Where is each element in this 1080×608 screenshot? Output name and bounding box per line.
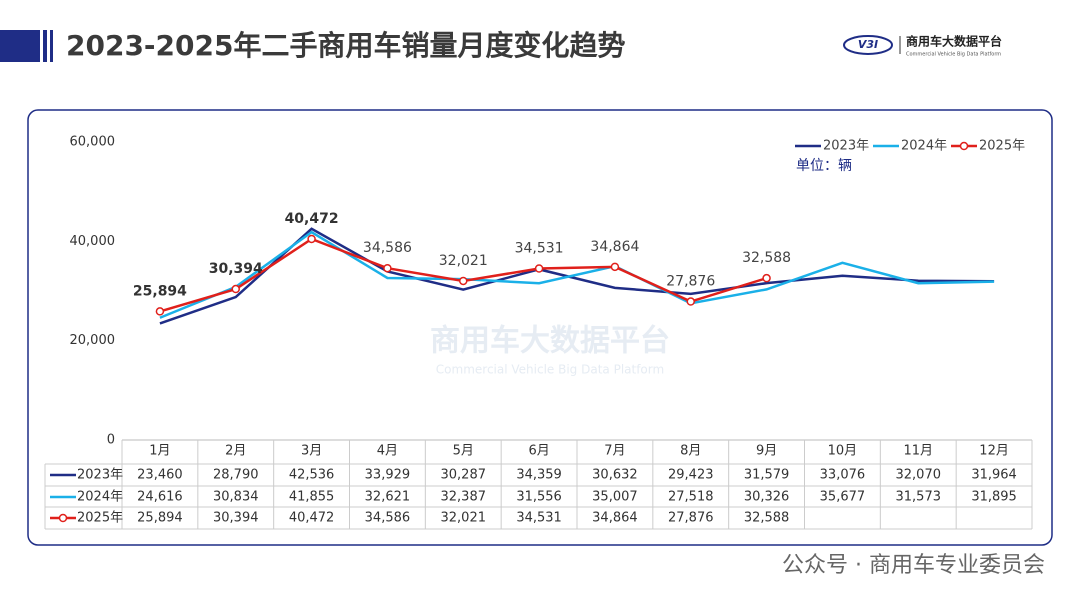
x-tick-label: 1月 [149, 444, 170, 459]
data-label: 34,586 [363, 240, 412, 256]
header-bar [43, 30, 47, 62]
point-marker [534, 264, 544, 273]
table-cell: 32,621 [365, 490, 411, 505]
table-cell: 23,460 [137, 468, 183, 483]
logo-name: 商用车大数据平台 [906, 34, 1002, 49]
footer: 公众号 · 商用车专业委员会 [782, 553, 1045, 578]
y-tick-label: 60,000 [70, 135, 116, 150]
table-cell: 30,326 [744, 490, 790, 505]
x-tick-label: 11月 [903, 444, 933, 459]
x-tick-label: 10月 [828, 444, 858, 459]
table-cell: 34,864 [592, 511, 638, 526]
table-cell: 30,834 [213, 490, 259, 505]
watermark-sub: Commercial Vehicle Big Data Platform [436, 363, 664, 377]
table-cell: 29,423 [668, 468, 714, 483]
table-cell: 35,007 [592, 490, 638, 505]
logo-mark: V3I [858, 38, 878, 51]
table-series-name: 2025年 [77, 511, 123, 526]
table-cell: 34,531 [516, 511, 562, 526]
table-cell: 31,895 [971, 490, 1017, 505]
table-series-name: 2024年 [77, 490, 123, 505]
table-legend-marker [58, 513, 68, 523]
data-label: 32,021 [439, 253, 488, 269]
point-marker [459, 276, 468, 286]
y-tick-label: 20,000 [70, 333, 116, 348]
x-tick-label: 9月 [756, 444, 777, 459]
table-cell: 34,586 [365, 511, 411, 526]
data-label: 30,394 [209, 261, 263, 277]
table-cell: 27,518 [668, 490, 714, 505]
x-tick-label: 6月 [528, 444, 549, 459]
table-cell: 24,616 [137, 490, 183, 505]
logo-icon [843, 35, 893, 55]
unit-label: 单位：辆 [796, 158, 852, 174]
table-cell: 30,394 [213, 511, 259, 526]
data-label: 40,472 [285, 211, 339, 227]
table-cell: 31,579 [744, 468, 790, 483]
legend-label: 2025年 [979, 139, 1025, 154]
table-cell: 25,894 [137, 511, 183, 526]
data-label: 34,531 [515, 240, 564, 256]
table-cell: 32,021 [441, 511, 487, 526]
table-cell: 32,387 [441, 490, 487, 505]
table-cell: 42,536 [289, 468, 335, 483]
data-label: 34,864 [590, 239, 639, 255]
x-tick-label: 5月 [453, 444, 474, 459]
header-bar [50, 30, 53, 62]
table-cell: 32,588 [744, 511, 790, 526]
table-cell: 31,573 [896, 490, 942, 505]
table-cell: 35,677 [820, 490, 866, 505]
point-marker [383, 263, 392, 273]
data-label: 32,588 [742, 250, 791, 266]
table-cell: 32,070 [896, 468, 942, 483]
y-tick-label: 0 [107, 433, 115, 448]
watermark: 商用车大数据平台 [430, 324, 670, 359]
x-tick-label: 7月 [604, 444, 625, 459]
y-tick-label: 40,000 [70, 234, 116, 249]
table-cell: 28,790 [213, 468, 259, 483]
x-tick-label: 8月 [680, 444, 701, 459]
table-cell: 31,556 [516, 490, 562, 505]
point-marker [155, 307, 165, 316]
table-cell: 30,287 [441, 468, 487, 483]
table-cell: 31,964 [971, 468, 1017, 483]
table-cell: 40,472 [289, 511, 335, 526]
point-marker [307, 234, 316, 244]
point-marker [762, 273, 771, 283]
table-cell: 34,359 [516, 468, 562, 483]
table-cell: 41,855 [289, 490, 335, 505]
x-tick-label: 2月 [225, 444, 246, 459]
table-cell: 27,876 [668, 511, 714, 526]
header-bar [0, 30, 40, 62]
x-tick-label: 3月 [301, 444, 322, 459]
table-cell: 30,632 [592, 468, 638, 483]
series-line [159, 230, 995, 319]
x-tick-label: 12月 [979, 444, 1009, 459]
data-label: 25,894 [133, 283, 187, 299]
x-tick-label: 4月 [377, 444, 398, 459]
chart-frame [27, 109, 1053, 546]
point-marker [610, 262, 620, 272]
legend-marker [959, 141, 969, 151]
legend-label: 2024年 [901, 139, 947, 154]
page-title: 2023-2025年二手商用车销量月度变化趋势 [66, 29, 625, 62]
data-label: 27,876 [666, 274, 715, 290]
table-cell: 33,076 [820, 468, 866, 483]
table-series-name: 2023年 [77, 468, 123, 483]
legend-label: 2023年 [823, 139, 869, 154]
point-marker [686, 297, 695, 306]
logo-sub: Commercial Vehicle Big Data Platform [906, 52, 1001, 58]
table-cell: 33,929 [365, 468, 411, 483]
point-marker [231, 284, 240, 294]
